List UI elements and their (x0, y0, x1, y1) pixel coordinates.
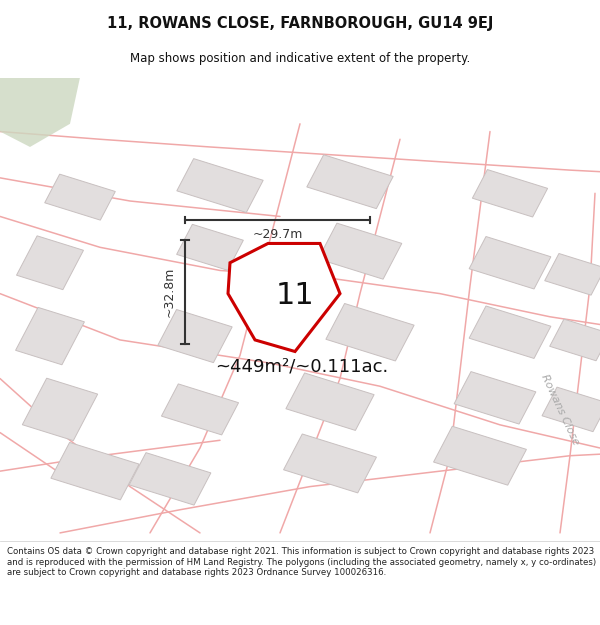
Polygon shape (318, 223, 402, 279)
Polygon shape (326, 304, 414, 361)
Text: 11: 11 (275, 281, 314, 309)
Text: Map shows position and indicative extent of the property.: Map shows position and indicative extent… (130, 52, 470, 64)
Polygon shape (284, 434, 376, 493)
Polygon shape (161, 384, 239, 435)
Text: 11, ROWANS CLOSE, FARNBOROUGH, GU14 9EJ: 11, ROWANS CLOSE, FARNBOROUGH, GU14 9EJ (107, 16, 493, 31)
Polygon shape (0, 78, 80, 147)
Polygon shape (550, 319, 600, 361)
Polygon shape (469, 306, 551, 359)
Polygon shape (286, 373, 374, 431)
Polygon shape (158, 309, 232, 362)
Polygon shape (51, 442, 139, 500)
Text: Contains OS data © Crown copyright and database right 2021. This information is : Contains OS data © Crown copyright and d… (7, 548, 596, 577)
Polygon shape (454, 372, 536, 424)
Polygon shape (22, 378, 98, 441)
Text: Rowans Close: Rowans Close (539, 372, 581, 446)
Polygon shape (228, 244, 340, 351)
Text: ~449m²/~0.111ac.: ~449m²/~0.111ac. (215, 358, 388, 376)
Polygon shape (469, 236, 551, 289)
Text: ~29.7m: ~29.7m (253, 228, 302, 241)
Polygon shape (176, 224, 244, 270)
Polygon shape (472, 169, 548, 217)
Polygon shape (177, 159, 263, 212)
Polygon shape (129, 452, 211, 505)
Text: ~32.8m: ~32.8m (163, 266, 176, 317)
Polygon shape (17, 236, 83, 289)
Polygon shape (542, 387, 600, 432)
Polygon shape (44, 174, 115, 220)
Polygon shape (16, 308, 85, 365)
Polygon shape (545, 254, 600, 295)
Polygon shape (434, 426, 526, 485)
Polygon shape (307, 155, 393, 209)
